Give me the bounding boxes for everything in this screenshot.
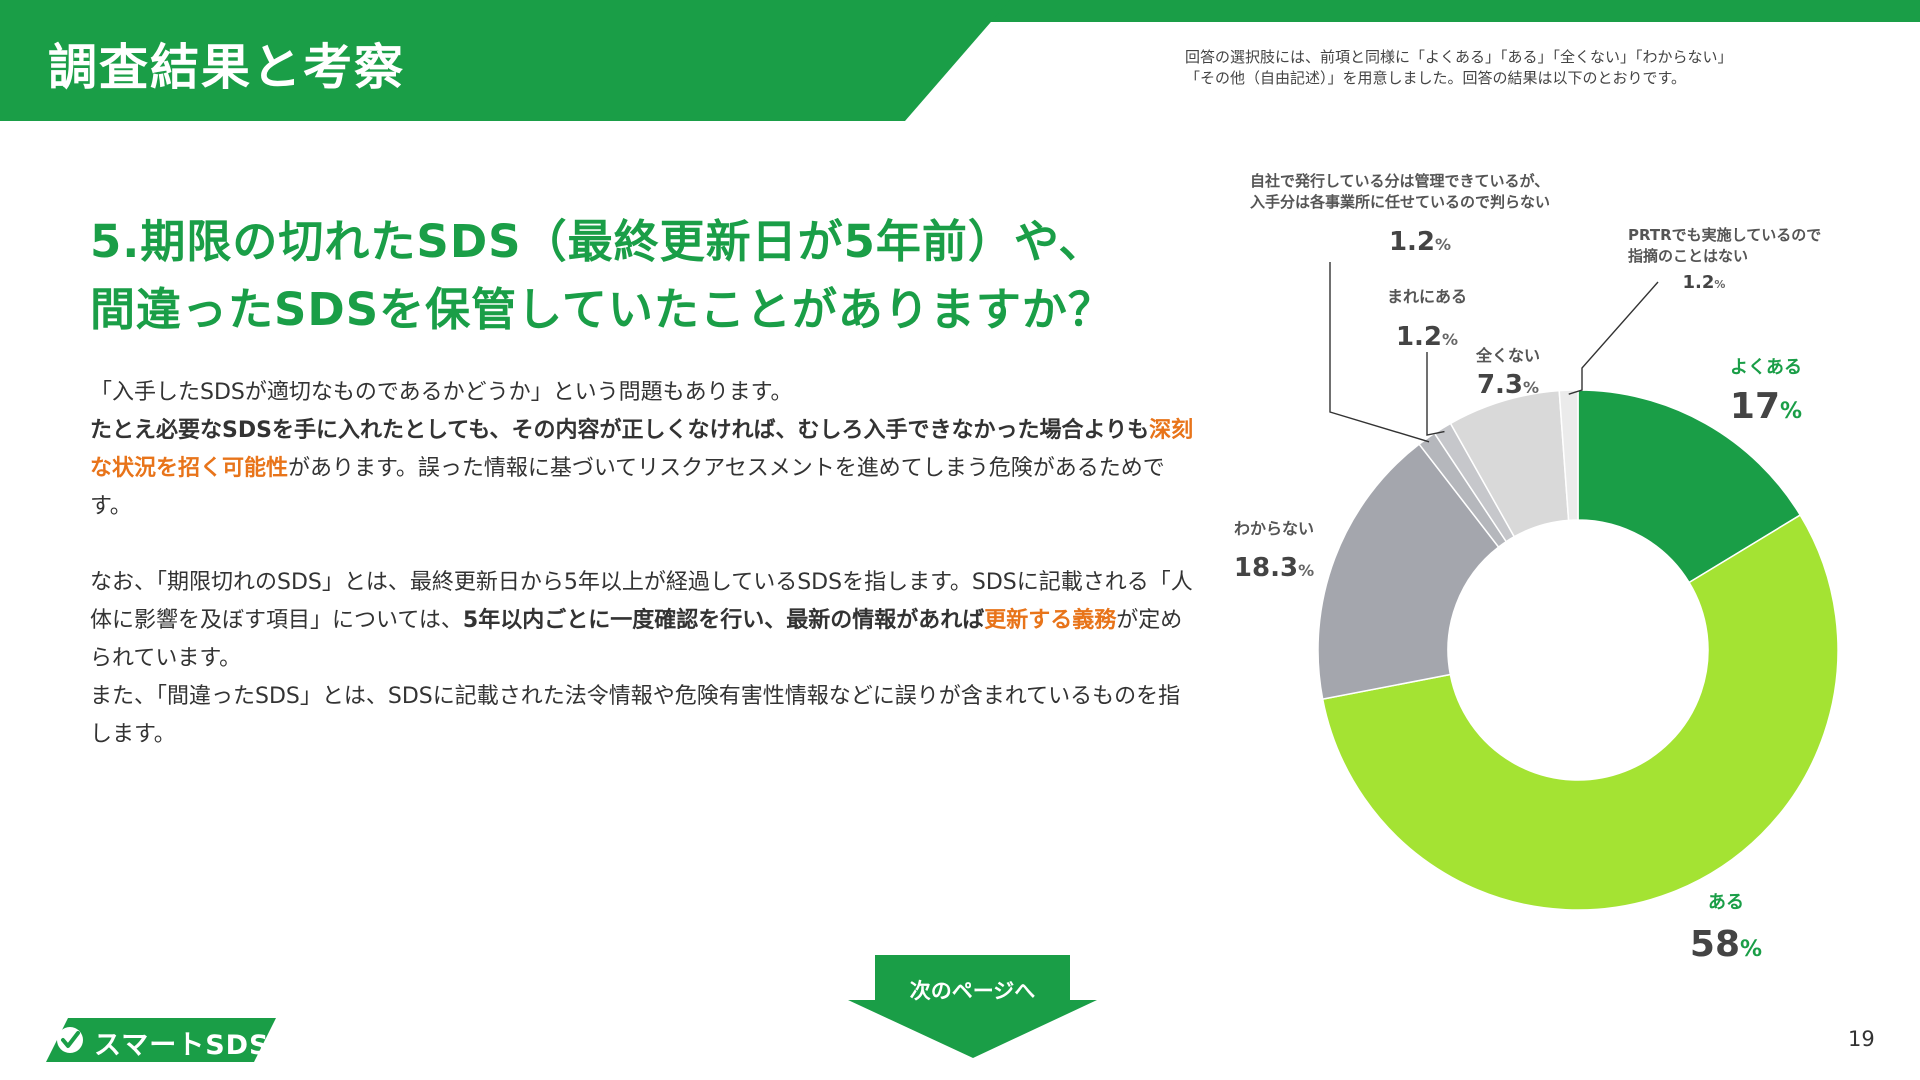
slice-unit-4: % (1442, 330, 1458, 349)
slice-label-6-line-1: 指摘のことはない (1628, 247, 1748, 265)
donut-slice-1 (1321, 514, 1839, 911)
slice-unit-1: % (1740, 937, 1762, 962)
slice-label-3-line-0: 自社で発行している分は管理できているが、 (1250, 172, 1549, 190)
leader-line-6 (1568, 281, 1659, 395)
body-paragraph-4: また、「間違ったSDS」とは、SDSに記載された法令情報や危険有害性情報などに誤… (90, 684, 1181, 747)
slice-label-5: 全くない (1475, 346, 1540, 365)
donut-chart: よくある 17% ある 58% わからない 18.3% 自社で発行している分は管理できている… (1200, 150, 1920, 990)
page-number: 19 (1848, 1027, 1875, 1051)
slice-unit-6: % (1714, 278, 1725, 291)
body-paragraph-3-bold: 5年以内ごとに一度確認を行い、最新の情報があれば (462, 608, 985, 633)
body-paragraph-3-start: なお、「期限切れのSDS」とは、最終更新日から5年以上が経過しているSDSを指し… (90, 570, 1193, 633)
slice-label-3-line-1: 入手分は各事業所に任せているので判らない (1250, 193, 1550, 211)
donut-slice-6 (1558, 389, 1579, 522)
slice-value-3: 1.2% (1389, 227, 1451, 257)
down-arrow-icon (848, 955, 1097, 1058)
slice-value-6: 1.2% (1683, 272, 1726, 293)
body-paragraph-1: 「入手したSDSが適切なものであるかどうか」という問題もあります。 (90, 380, 793, 405)
highlight-serious-risk: 深刻な状況を招く可能性 (90, 418, 1194, 481)
body-paragraph-2: たとえ必要なSDSを手に入れたとしても、その内容が正しくなければ、むしろ入手でき… (90, 412, 1200, 526)
question-heading: 5.期限の切れたSDS（最終更新日が5年前）や、 間違ったSDSを保管していたこ… (90, 208, 1190, 344)
next-page-button[interactable]: 次のページへ (845, 955, 1100, 1060)
body-text: 「入手したSDSが適切なものであるかどうか」という問題もあります。 たとえ必要な… (90, 374, 1200, 754)
slice-label-1: ある (1708, 892, 1744, 913)
question-line-2: 間違ったSDSを保管していたことがありますか？ (90, 283, 1114, 336)
body-paragraph-3-rest: が定められています。 (90, 608, 1183, 671)
highlight-update-duty: 更新する義務 (984, 608, 1117, 633)
slice-unit-2: % (1298, 561, 1314, 580)
slice-value-0: 17% (1730, 386, 1802, 427)
body-paragraph-2-rest: があります。誤った情報に基づいてリスクアセスメントを進めてしまう危険があるためで… (90, 456, 1165, 519)
header-note-line-2: 「その他（自由記述）」を用意しました。回答の結果は以下のとおりです。 (1185, 69, 1687, 87)
next-page-label: 次のページへ (909, 979, 1036, 1003)
slice-unit-5: % (1523, 378, 1539, 397)
donut-slice-0 (1577, 389, 1802, 584)
paragraph-gap (90, 526, 1200, 564)
header-note: 回答の選択肢には、前項と同様に「よくある」「ある」「全くない」「わからない」 「… (1185, 47, 1805, 89)
leader-line-4 (1426, 352, 1445, 436)
question-line-1: 5.期限の切れたSDS（最終更新日が5年前）や、 (90, 215, 1105, 268)
body-paragraph-2-bold: たとえ必要なSDSを手に入れたとしても、その内容が正しくなければ、むしろ入手でき… (90, 418, 1150, 443)
logo-text: スマートSDS (94, 1030, 270, 1061)
slice-value-1: 58% (1690, 924, 1762, 965)
donut-slice-2 (1317, 443, 1500, 700)
slice-value-2: 18.3% (1234, 553, 1314, 583)
header-band (0, 0, 1010, 121)
slice-unit-0: % (1780, 399, 1802, 424)
slice-label-6-line-0: PRTRでも実施しているので (1628, 226, 1821, 244)
slice-label-4: まれにある (1387, 287, 1467, 306)
slice-value-4: 1.2% (1396, 322, 1458, 352)
logo-badge (46, 1018, 276, 1062)
page-title: 調査結果と考察 (48, 39, 406, 96)
slice-value-5: 7.3% (1477, 370, 1539, 400)
slice-label-2: わからない (1234, 519, 1314, 538)
logo: スマートSDS (46, 1018, 276, 1062)
donut-chart-svg: よくある 17% ある 58% わからない 18.3% 自社で発行している分は管理できている… (1234, 172, 1839, 965)
body-paragraph-3: なお、「期限切れのSDS」とは、最終更新日から5年以上が経過しているSDSを指し… (90, 564, 1200, 678)
slice-unit-3: % (1435, 235, 1451, 254)
slice-label-0: よくある (1730, 357, 1802, 378)
leader-line-3 (1329, 262, 1430, 443)
header-note-line-1: 回答の選択肢には、前項と同様に「よくある」「ある」「全くない」「わからない」 (1185, 48, 1733, 66)
